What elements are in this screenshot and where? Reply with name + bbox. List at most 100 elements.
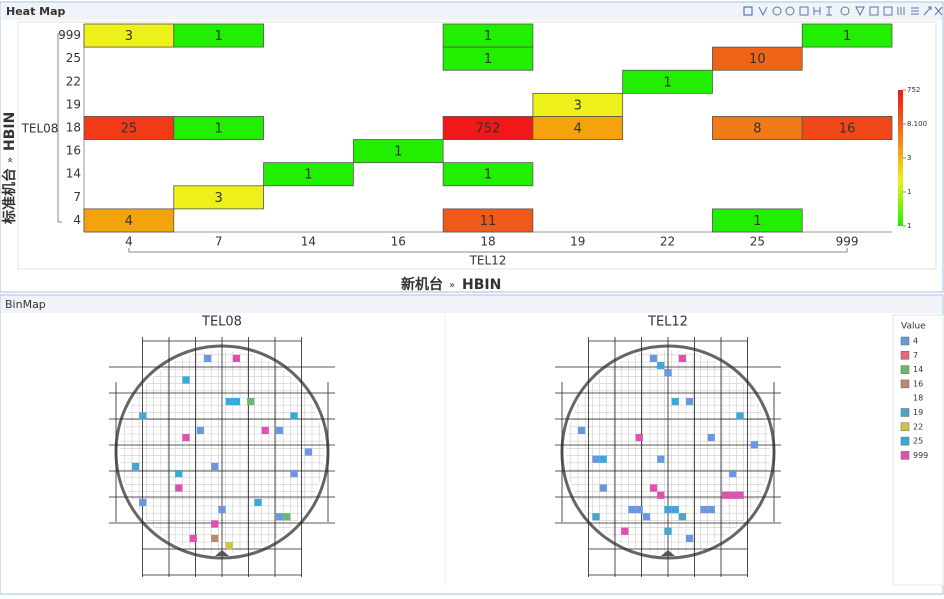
die [211,462,219,470]
cell-label: 25 [121,122,138,137]
die [139,498,147,506]
die [304,448,312,456]
heat-cell [622,69,713,94]
die [736,491,744,499]
die [276,426,284,434]
die [686,534,694,542]
cell-label: 1 [663,75,671,90]
cell-label: 1 [215,29,223,44]
chart-frame [17,21,937,270]
colorbar-label: 8.100 [907,120,927,128]
cell-label: 1 [484,29,492,44]
colorbar-label: 1 [907,222,911,230]
y-tick-label: 7 [73,190,81,204]
wafer-notch [215,550,229,556]
heat-cell [352,139,444,164]
die [750,441,758,449]
die [225,398,233,406]
die [664,506,672,514]
die [671,506,679,514]
die [686,398,694,406]
panel-header [1,3,942,20]
y-title-sep: » [5,157,16,163]
cell-label: 1 [753,214,761,229]
legend-label: 22 [913,422,923,431]
heatmap: 4 7 14 16 18 19 22 25 99947141618192225999TEL12T… [1,23,927,293]
x-tick-label: 7 [215,235,223,249]
colorbar-label: 3 [907,154,911,162]
cell-label: 1 [843,29,851,44]
die [671,398,679,406]
y-tick-label: 16 [66,144,81,158]
die [657,455,665,463]
die [599,484,607,492]
heat-cell [442,46,534,71]
x-tick-label: 4 [125,235,133,249]
die [650,354,658,362]
die [211,520,219,528]
colorbar-label: 1 [907,188,911,196]
die [211,534,219,542]
heat-cell [83,208,175,233]
die [729,470,737,478]
toolbar[interactable] [743,6,943,17]
die [635,506,643,514]
die [621,527,629,535]
legend-label: 4 [913,337,918,346]
die [254,498,262,506]
cell-label: 1 [215,122,223,137]
die [182,376,190,384]
cell-label: 10 [749,52,766,67]
die [232,398,240,406]
die [283,513,291,521]
die [196,426,204,434]
cell-label: 11 [480,214,497,229]
x-tick-label: 18 [480,235,495,249]
cell-label: 4 [574,122,582,137]
legend-swatch [900,379,910,389]
cell-label: 1 [304,168,312,183]
x-title: 新机台 [401,276,443,293]
wafer-title: TEL12 [647,315,688,330]
y-tick-label: 25 [66,51,81,65]
heat-cell [532,116,624,140]
legend-title: Value [901,322,926,332]
die [290,412,298,420]
y-tick-label: 4 [73,213,81,227]
legend-swatch [900,422,910,432]
cell-label: 1 [394,145,402,160]
legend-swatch [900,408,910,417]
wafer-notch [661,550,675,556]
legend-label: 19 [913,408,923,417]
die [664,369,672,377]
die [628,506,636,514]
colorbar-label: 752 [907,86,920,94]
heat-cell [712,208,803,233]
die [592,455,600,463]
die [290,470,298,478]
die [225,542,233,550]
legend-frame [892,314,944,586]
panel-title: BinMap [5,298,46,311]
cell-label: 8 [753,122,761,137]
die [204,354,212,362]
cell-label: 16 [839,122,856,137]
die [650,484,658,492]
x-tick-label: 22 [660,235,675,249]
die [642,513,650,521]
x-tick-label: 25 [750,235,765,249]
x-title-sep: » [449,280,455,291]
die [276,513,284,521]
legend-label: 7 [913,351,918,360]
heat-cell [712,46,803,71]
x-tick-label: 16 [391,235,406,249]
die [247,398,255,406]
wafer [109,337,335,577]
die [189,534,197,542]
y-tick-label: 22 [66,74,81,88]
legend-label: 16 [913,379,923,388]
cell-label: 3 [125,29,133,44]
die [635,434,643,442]
y-tick-label: 18 [66,121,81,135]
